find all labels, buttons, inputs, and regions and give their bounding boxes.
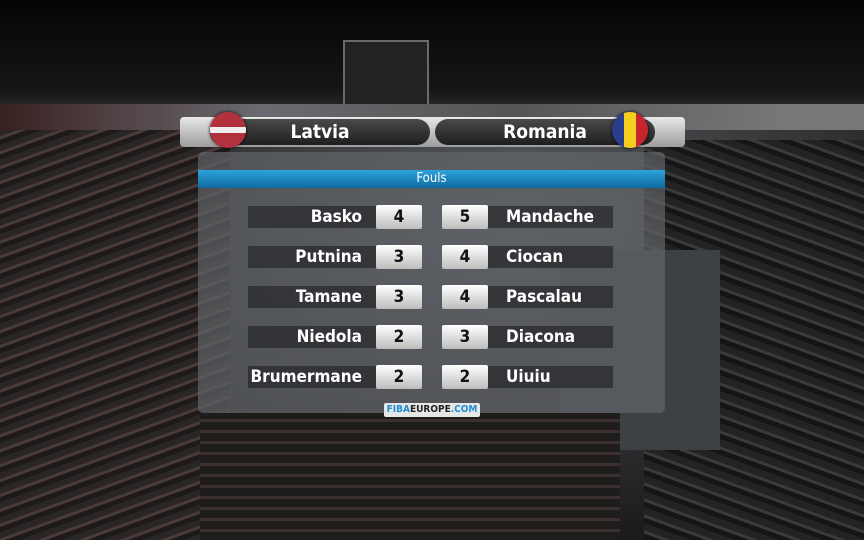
stands-bottom bbox=[200, 413, 620, 540]
latvia-flag-icon bbox=[210, 112, 246, 148]
row-bar-right bbox=[488, 326, 613, 348]
home-player-name: Tamane bbox=[295, 287, 362, 307]
away-player-name: Pascalau bbox=[506, 287, 583, 307]
home-player-name: Putnina bbox=[295, 247, 362, 267]
home-fouls: 4 bbox=[376, 205, 422, 229]
home-fouls: 3 bbox=[376, 285, 422, 309]
row-bar-right bbox=[488, 246, 613, 268]
logo-part1: FIBA bbox=[386, 404, 410, 415]
away-player-name: Diacona bbox=[506, 327, 576, 347]
row-bar-right bbox=[488, 286, 613, 308]
home-player-name: Niedola bbox=[296, 327, 362, 347]
away-fouls: 3 bbox=[442, 325, 488, 349]
row-bar-left bbox=[248, 206, 376, 228]
row-bar-right bbox=[488, 206, 613, 228]
foul-row: Putnina 3 4 Ciocan bbox=[198, 244, 665, 270]
arena-ceiling bbox=[0, 0, 864, 110]
row-bar-left bbox=[248, 286, 376, 308]
away-player-name: Mandache bbox=[506, 207, 595, 227]
home-fouls: 3 bbox=[376, 245, 422, 269]
arena-scoreboard bbox=[343, 40, 429, 112]
away-fouls: 4 bbox=[442, 245, 488, 269]
away-player-name: Ciocan bbox=[506, 247, 564, 267]
foul-row: Basko 4 5 Mandache bbox=[198, 204, 665, 230]
away-fouls: 4 bbox=[442, 285, 488, 309]
panel-title: Fouls bbox=[198, 170, 665, 188]
away-fouls: 5 bbox=[442, 205, 488, 229]
fouls-panel: Fouls Basko 4 5 Mandache Putnina 3 4 Cio… bbox=[198, 152, 665, 417]
logo-part2: EUROPE bbox=[409, 404, 451, 415]
home-player-name: Basko bbox=[310, 207, 362, 227]
stands-left bbox=[0, 130, 230, 540]
row-bar-left bbox=[248, 366, 376, 388]
romania-flag-icon bbox=[612, 112, 648, 148]
row-bar-left bbox=[248, 246, 376, 268]
home-fouls: 2 bbox=[376, 365, 422, 389]
home-player-name: Brumermane bbox=[250, 367, 362, 387]
row-bar-right bbox=[488, 366, 613, 388]
foul-row: Brumermane 2 2 Uiuiu bbox=[198, 364, 665, 390]
teams-header: Latvia Romania bbox=[180, 112, 685, 148]
foul-row: Tamane 3 4 Pascalau bbox=[198, 284, 665, 310]
fiba-europe-logo: FIBAEUROPE.COM bbox=[384, 403, 480, 417]
home-fouls: 2 bbox=[376, 325, 422, 349]
home-team-name: Latvia bbox=[210, 119, 430, 145]
row-bar-left bbox=[248, 326, 376, 348]
foul-row: Niedola 2 3 Diacona bbox=[198, 324, 665, 350]
logo-part3: .COM bbox=[450, 404, 478, 415]
away-fouls: 2 bbox=[442, 365, 488, 389]
away-player-name: Uiuiu bbox=[506, 367, 551, 387]
